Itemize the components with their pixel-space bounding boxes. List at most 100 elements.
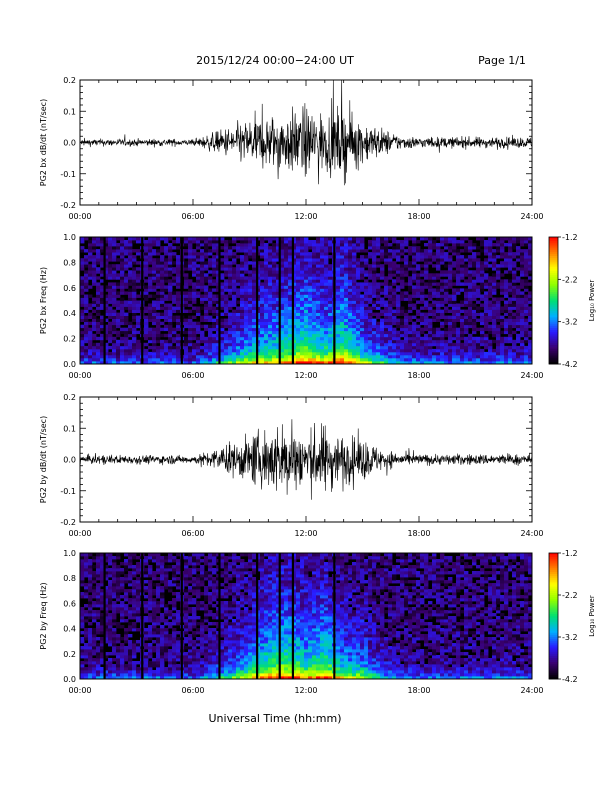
spectrogram-cell — [336, 243, 341, 247]
spectrogram-cell — [116, 664, 121, 668]
spectrogram-cell — [360, 342, 365, 347]
spectrogram-cell — [280, 285, 285, 289]
spectrogram-cell — [488, 264, 493, 268]
spectrogram-cell — [360, 276, 365, 280]
spectrogram-cell — [288, 324, 293, 329]
spectrogram-cell — [204, 294, 209, 298]
spectrogram-cell — [356, 345, 361, 350]
spectrogram-cell — [284, 348, 289, 353]
spectrogram-cell — [92, 297, 97, 301]
spectrogram-cell — [344, 358, 349, 362]
spectrogram-cell — [384, 279, 389, 283]
spectrogram-cell — [420, 306, 425, 310]
spectrogram-cell — [188, 318, 193, 322]
spectrogram-cell — [188, 237, 193, 241]
spectrogram-cell — [84, 282, 89, 286]
spectrogram-cell — [96, 577, 101, 581]
spectrogram-cell — [244, 318, 249, 322]
spectrogram-cell — [388, 261, 393, 265]
spectrogram-cell — [132, 291, 137, 295]
spectrogram-cell — [504, 336, 509, 341]
spectrogram-cell — [512, 288, 517, 292]
spectrogram-cell — [452, 306, 457, 310]
x-tick-label: 12:00 — [294, 529, 317, 538]
spectrogram-cell — [336, 246, 341, 250]
spectrogram-cell — [188, 303, 193, 307]
spectrogram-cell — [168, 291, 173, 295]
spectrogram-cell — [260, 273, 265, 277]
colorbar-tick-label: -4.2 — [562, 360, 578, 369]
spectrogram-cell — [216, 255, 221, 259]
colorbar-segment — [549, 281, 558, 284]
spectrogram-cell — [244, 300, 249, 304]
spectrogram-cell — [408, 264, 413, 268]
spectrogram-cell — [292, 249, 297, 253]
spectrogram-cell — [436, 249, 441, 253]
spectrogram-cell — [380, 273, 385, 277]
spectrogram-cell — [196, 321, 201, 326]
spectrogram-cell — [192, 273, 197, 277]
spectrogram-cell — [508, 312, 513, 316]
spectrogram-cell — [476, 264, 481, 268]
spectrogram-cell — [120, 330, 125, 335]
spectrogram-cell — [404, 264, 409, 268]
spectrogram-cell — [228, 333, 233, 338]
spectrogram-cell — [300, 237, 305, 241]
spectrogram-cell — [448, 339, 453, 344]
spectrogram-cell — [480, 297, 485, 301]
spectrogram-cell — [292, 324, 297, 329]
colorbar-segment — [549, 296, 558, 299]
spectrogram-cell — [316, 315, 321, 319]
spectrogram-cell — [476, 246, 481, 250]
spectrogram-cell — [296, 255, 301, 259]
spectrogram-cell — [232, 315, 237, 319]
spectrogram-cell — [464, 300, 469, 304]
spectrogram-cell — [376, 300, 381, 304]
spectrogram-cell — [484, 243, 489, 247]
spectrogram-cell — [96, 327, 101, 332]
spectrogram-cell — [516, 358, 521, 362]
spectrogram-cell — [120, 345, 125, 350]
spectrogram-cell — [92, 315, 97, 319]
spectrogram-cell — [152, 309, 157, 313]
spectrogram-cell — [232, 303, 237, 307]
spectrogram-cell — [104, 303, 109, 307]
spectrogram-cell — [496, 249, 501, 253]
spectrogram-cell — [128, 273, 133, 277]
spectrogram-cell — [136, 315, 141, 319]
spectrogram-cell — [228, 351, 233, 356]
spectrogram-cell — [92, 667, 97, 671]
spectrogram-cell — [392, 279, 397, 283]
spectrogram-cell — [456, 309, 461, 313]
spectrogram-cell — [368, 255, 373, 259]
spectrogram-cell — [152, 258, 157, 262]
spectrogram-cell — [252, 237, 257, 241]
spectrogram-cell — [160, 333, 165, 338]
spectrogram-cell — [384, 327, 389, 332]
spectrogram-cell — [84, 562, 89, 566]
spectrogram-cell — [400, 276, 405, 280]
spectrogram-cell — [428, 255, 433, 259]
spectrogram-cell — [356, 324, 361, 329]
spectrogram-cell — [368, 300, 373, 304]
spectrogram-cell — [452, 297, 457, 301]
spectrogram-cell — [348, 342, 353, 347]
spectrogram-cell — [244, 297, 249, 301]
spectrogram-cell — [328, 270, 333, 274]
spectrogram-cell — [80, 333, 85, 338]
spectrogram-cell — [200, 339, 205, 344]
colorbar-segment — [549, 239, 558, 242]
spectrogram-cell — [236, 276, 241, 280]
spectrogram-cell — [80, 592, 85, 596]
spectrogram-cell — [176, 327, 181, 332]
spectrogram-cell — [128, 330, 133, 335]
spectrogram-cell — [112, 303, 117, 307]
spectrogram-cell — [124, 327, 129, 332]
spectrogram-cell — [276, 361, 281, 365]
spectrogram-cell — [372, 273, 377, 277]
spectrogram-cell — [228, 358, 233, 362]
spectrogram-cell — [480, 249, 485, 253]
spectrogram-cell — [232, 327, 237, 332]
spectrogram-cell — [192, 255, 197, 259]
spectrogram-cell — [100, 616, 105, 620]
